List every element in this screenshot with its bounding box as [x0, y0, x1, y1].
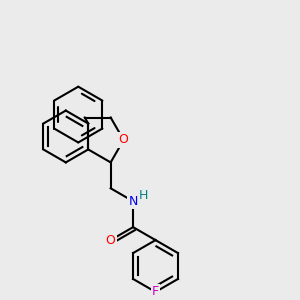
Text: H: H: [138, 189, 148, 202]
Text: O: O: [106, 234, 116, 247]
Text: N: N: [128, 195, 138, 208]
Text: F: F: [152, 285, 159, 298]
Text: O: O: [119, 134, 129, 146]
